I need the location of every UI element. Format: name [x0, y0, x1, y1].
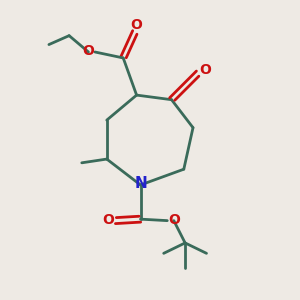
Text: O: O	[131, 18, 142, 32]
Text: O: O	[168, 213, 180, 227]
Text: O: O	[82, 44, 94, 58]
Text: O: O	[199, 63, 211, 77]
Text: N: N	[134, 176, 147, 191]
Text: O: O	[102, 213, 114, 227]
